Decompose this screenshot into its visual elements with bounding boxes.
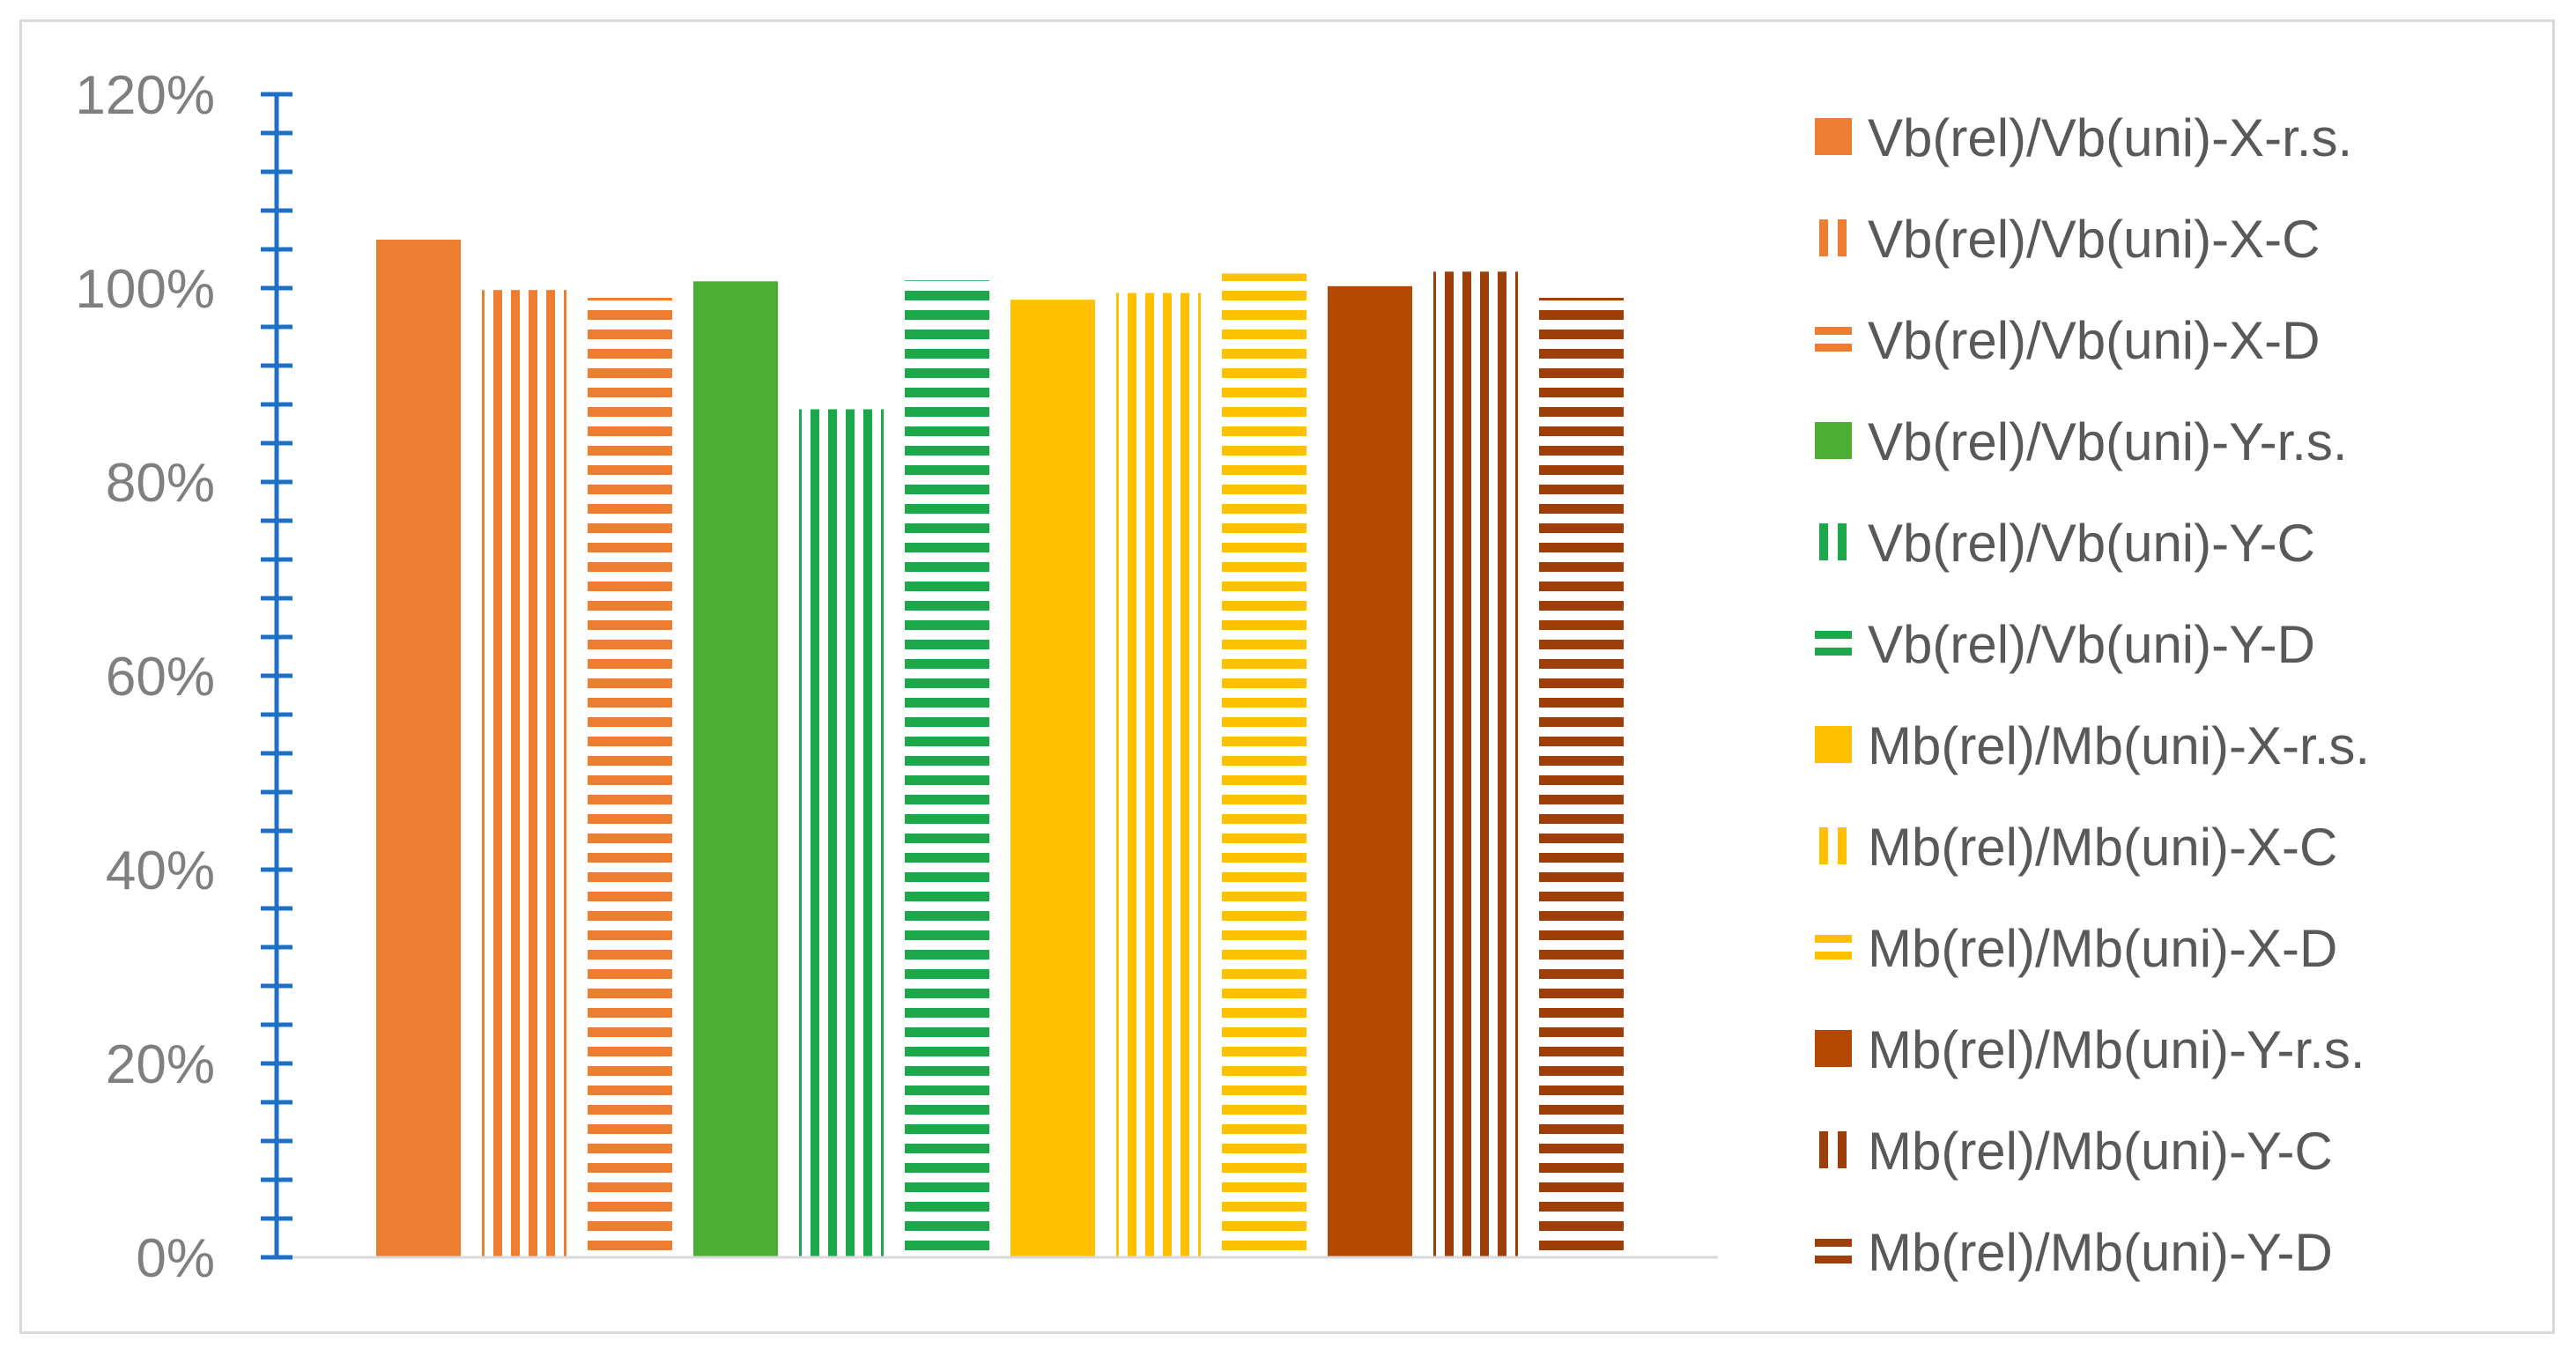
bar-8 — [1116, 293, 1201, 1257]
legend-label: Vb(rel)/Vb(uni)-Y-D — [1868, 615, 2315, 674]
legend-label: Mb(rel)/Mb(uni)-X-C — [1868, 818, 2337, 877]
bar-10 — [1328, 285, 1412, 1257]
bars-group — [376, 240, 1624, 1258]
legend-swatch — [1815, 1239, 1852, 1263]
legend-label: Mb(rel)/Mb(uni)-X-D — [1868, 919, 2337, 978]
y-tick-label: 0% — [136, 1228, 215, 1289]
bar-9 — [1222, 273, 1307, 1257]
bar-2 — [482, 290, 566, 1258]
y-tick-label: 40% — [106, 841, 215, 901]
legend-label: Vb(rel)/Vb(uni)-Y-C — [1868, 514, 2315, 573]
legend-label: Vb(rel)/Vb(uni)-X-D — [1868, 311, 2320, 370]
legend-label: Vb(rel)/Vb(uni)-X-C — [1868, 210, 2320, 269]
legend-label: Vb(rel)/Vb(uni)-Y-r.s. — [1868, 412, 2348, 471]
axes-group: 0% 20% 40% 60% 80% 100% 120% — [75, 65, 1718, 1289]
legend-swatch — [1815, 726, 1852, 763]
y-tick-label: 80% — [106, 453, 215, 514]
bar-12 — [1539, 298, 1624, 1257]
legend-swatch — [1819, 827, 1847, 864]
y-tick-label: 100% — [75, 259, 215, 320]
bar-5 — [799, 409, 884, 1257]
legend-label: Mb(rel)/Mb(uni)-Y-C — [1868, 1122, 2333, 1181]
legend-swatch — [1819, 219, 1847, 256]
bar-6 — [905, 280, 989, 1258]
legend-swatch — [1819, 1131, 1847, 1168]
y-tick-label: 120% — [75, 65, 215, 126]
bar-4 — [693, 281, 778, 1257]
y-tick-label: 60% — [106, 647, 215, 708]
legend: Vb(rel)/Vb(uni)-X-r.s. Vb(rel)/Vb(uni)-X-… — [1815, 108, 2370, 1282]
legend-swatch — [1815, 631, 1852, 656]
legend-swatch — [1815, 1030, 1852, 1067]
legend-swatch — [1815, 422, 1852, 459]
bar-11 — [1433, 271, 1518, 1257]
bar-7 — [1010, 300, 1095, 1258]
y-tick-label: 20% — [106, 1034, 215, 1095]
legend-swatch — [1819, 523, 1847, 560]
legend-swatch — [1815, 935, 1852, 960]
legend-swatch — [1815, 118, 1852, 155]
legend-swatch — [1815, 327, 1852, 352]
bar-1 — [376, 240, 461, 1257]
legend-label: Mb(rel)/Mb(uni)-Y-r.s. — [1868, 1020, 2365, 1079]
legend-label: Mb(rel)/Mb(uni)-X-r.s. — [1868, 716, 2370, 775]
legend-label: Vb(rel)/Vb(uni)-X-r.s. — [1868, 108, 2352, 167]
legend-label: Mb(rel)/Mb(uni)-Y-D — [1868, 1223, 2333, 1282]
bar-3 — [588, 298, 672, 1257]
